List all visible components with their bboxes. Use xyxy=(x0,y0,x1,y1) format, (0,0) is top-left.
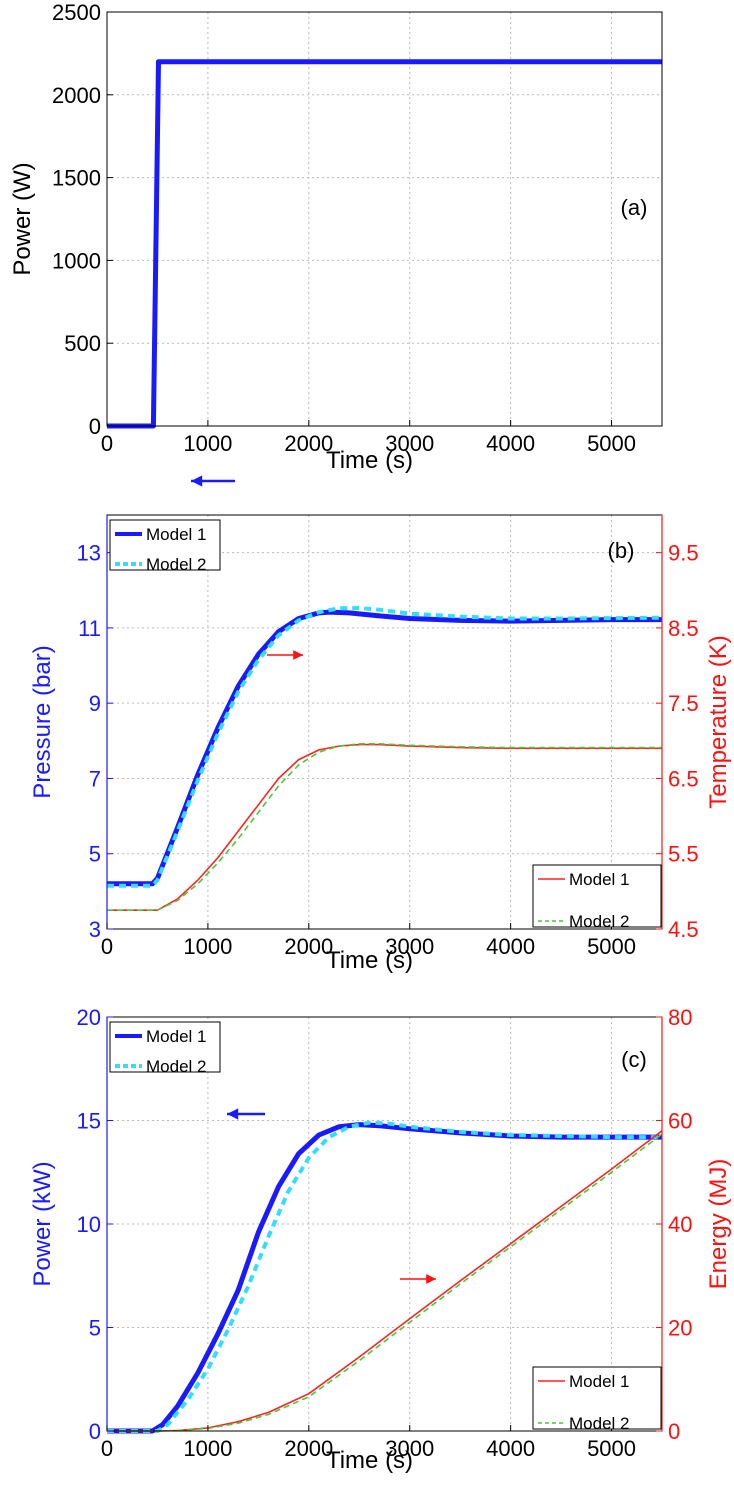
y-tick-label: 15 xyxy=(77,1109,101,1134)
y-tick-label: 1000 xyxy=(52,248,101,273)
y-right-axis-label: Energy (MJ) xyxy=(705,1159,732,1290)
panel-label: (c) xyxy=(621,1047,647,1072)
x-axis-label: Time (s) xyxy=(326,447,413,474)
legend-label: Model 1 xyxy=(146,525,206,544)
y-right-tick-label: 7.5 xyxy=(668,691,699,716)
x-tick-label: 5000 xyxy=(587,431,636,456)
series-line-model-2-right xyxy=(107,1133,663,1432)
y-tick-label: 0 xyxy=(89,1419,101,1444)
series-line-model-2 xyxy=(107,606,663,888)
y-tick-label: 2000 xyxy=(52,83,101,108)
x-tick-label: 1000 xyxy=(183,431,232,456)
y-right-tick-label: 4.5 xyxy=(668,917,699,942)
y-right-tick-label: 40 xyxy=(668,1212,692,1237)
grid xyxy=(107,12,662,426)
y-right-tick-label: 8.5 xyxy=(668,616,699,641)
legend-label: Model 2 xyxy=(569,912,629,931)
y-right-tick-label: 5.5 xyxy=(668,842,699,867)
legend-box xyxy=(109,519,221,571)
y-tick-label: 10 xyxy=(77,1212,101,1237)
y-tick-label: 500 xyxy=(64,331,101,356)
legend-right: Model 1 Model 2 xyxy=(532,864,662,931)
y-right-tick-label: 60 xyxy=(668,1109,692,1134)
y-tick-label: 0 xyxy=(89,414,101,439)
legend-label: Model 1 xyxy=(569,1372,629,1391)
x-tick-label: 0 xyxy=(101,431,113,456)
y-right-tick-label: 20 xyxy=(668,1316,692,1341)
legend-left: Model 1 Model 2 xyxy=(109,519,221,574)
legend-left: Model 1 Model 2 xyxy=(109,1021,221,1076)
arrow-head xyxy=(191,475,203,487)
y-right-tick-label: 9.5 xyxy=(668,541,699,566)
series-line-power xyxy=(107,59,662,429)
x-axis-label: Time (s) xyxy=(326,1447,413,1474)
x-tick-label: 4000 xyxy=(486,934,535,959)
y-right-tick-label: 0 xyxy=(668,1419,680,1444)
x-tick-label: 3000 xyxy=(385,431,434,456)
x-tick-label: 0 xyxy=(101,934,113,959)
y-tick-label: 13 xyxy=(77,541,101,566)
y-tick-label: 2500 xyxy=(52,0,101,25)
x-tick-label: 1000 xyxy=(183,934,232,959)
y-right-tick-label: 6.5 xyxy=(668,766,699,791)
series-line-model-2-right xyxy=(107,742,662,912)
grid xyxy=(107,515,662,929)
legend-label: Model 2 xyxy=(569,1414,629,1433)
y-axis-label: Power (W) xyxy=(9,162,36,275)
y-tick-label: 20 xyxy=(77,1005,101,1030)
y-right-axis-label: Temperature (K) xyxy=(705,635,732,808)
y-tick-label: 9 xyxy=(89,691,101,716)
panel-label: (a) xyxy=(621,195,648,220)
arrow-left-axis xyxy=(227,1108,265,1120)
legend-right: Model 1 Model 2 xyxy=(532,1366,662,1433)
arrow-right-axis xyxy=(267,650,303,660)
y-tick-label: 11 xyxy=(78,616,101,641)
y-axis-label: Power (kW) xyxy=(29,1161,56,1286)
x-tick-label: 5000 xyxy=(587,1436,636,1461)
legend-label: Model 2 xyxy=(146,555,206,574)
x-tick-label: 4000 xyxy=(486,431,535,456)
legend-label: Model 1 xyxy=(146,1027,206,1046)
legend-label: Model 2 xyxy=(146,1057,206,1076)
arrow-left-axis xyxy=(191,475,235,487)
y-axis-label: Pressure (bar) xyxy=(29,645,56,798)
arrow-head xyxy=(227,1108,239,1120)
x-tick-label: 2000 xyxy=(284,1436,333,1461)
chart-panel-b: 0 1000 2000 3000 4000 5000 3 5 7 9 11 13 4.5 5.5 6.5 7.… xyxy=(29,475,732,974)
x-tick-label: 2000 xyxy=(284,431,333,456)
x-tick-label: 5000 xyxy=(587,934,636,959)
y-tick-label: 5 xyxy=(89,1316,101,1341)
arrow-right-axis xyxy=(400,1274,436,1284)
panel-label: (b) xyxy=(608,538,635,563)
series-line-model-1 xyxy=(107,1122,662,1434)
arrow-head xyxy=(293,650,303,660)
x-tick-label: 1000 xyxy=(183,1436,232,1461)
legend-box xyxy=(109,1021,221,1073)
x-tick-label: 2000 xyxy=(284,934,333,959)
plot-frame xyxy=(106,11,663,427)
x-axis-label: Time (s) xyxy=(326,947,413,974)
chart-panel-a: 0 1000 2000 3000 4000 5000 0 500 1000 1500 2000 250… xyxy=(9,0,663,474)
x-tick-label: 0 xyxy=(101,1436,113,1461)
x-tick-label: 3000 xyxy=(385,1436,434,1461)
y-tick-label: 7 xyxy=(89,766,101,791)
y-tick-label: 5 xyxy=(89,842,101,867)
x-tick-label: 3000 xyxy=(385,934,434,959)
arrow-head xyxy=(426,1274,436,1284)
x-tick-label: 4000 xyxy=(486,1436,535,1461)
y-tick-label: 3 xyxy=(89,917,101,942)
y-right-tick-label: 80 xyxy=(668,1005,692,1030)
y-tick-label: 1500 xyxy=(52,166,101,191)
legend-box xyxy=(532,1366,662,1430)
series-line-model-2 xyxy=(107,1120,662,1433)
legend-box xyxy=(532,864,662,928)
grid xyxy=(107,1017,662,1431)
chart-panel-c: 0 1000 2000 3000 4000 5000 0 5 10 15 20 0 20 40 60 80 Ti… xyxy=(29,1005,732,1474)
legend-label: Model 1 xyxy=(569,870,629,889)
